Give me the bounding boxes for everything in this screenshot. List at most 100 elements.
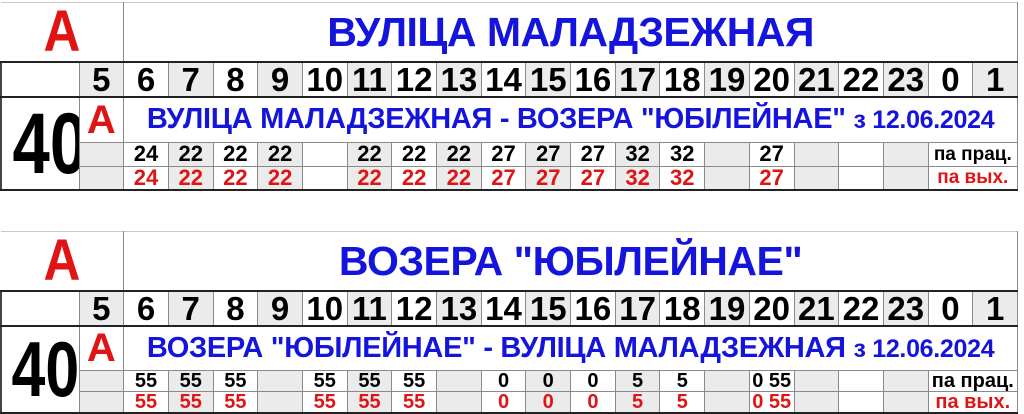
minute-cell: 27 [525,165,572,191]
hour-cell: 7 [167,290,214,327]
hour-cell: 10 [301,61,348,98]
minute-cell: 22 [391,141,437,167]
minute-cell [704,165,750,191]
hour-cell: 12 [391,290,437,327]
hour-cell: 9 [257,290,303,327]
weekend-minutes-row: 24 22 22 22 22 22 22 27 27 27 32 32 27 па вых. [1,165,1019,191]
minute-cell [78,390,125,414]
minute-cell: 22 [257,165,303,191]
minute-cell: 22 [257,141,303,167]
corner-cell [0,61,80,98]
minute-cell [838,390,884,414]
hour-cell: 19 [704,290,750,327]
hour-cell: 5 [78,290,125,327]
minute-cell [704,369,750,392]
minute-cell: 0 [570,369,616,392]
minute-cell [704,141,750,167]
minute-cell [301,165,348,191]
minute-cell [78,165,125,191]
terminus-title: ВУЛІЦА МАЛАДЗЕЖНАЯ [123,2,1018,63]
minute-cell: 24 [123,165,169,191]
minute-cell: 55 [391,369,437,392]
minute-cell: 27 [748,165,795,191]
minute-cell [793,165,840,191]
header-row: А ВУЛІЦА МАЛАДЗЕЖНАЯ [1,2,1018,63]
timetable-jubiliejnaje: А ВОЗЕРА "ЮБІЛЕЙНАЕ" 5 6 7 8 9 10 11 12 13 14 15 16… [0,231,1019,414]
weekends-label-cell: па вых. [927,165,1019,191]
minute-cell: 27 [480,141,527,167]
hour-cell: 0 [927,290,974,327]
hour-cell: 8 [212,61,259,98]
hour-cell: 1 [972,290,1018,327]
minute-cell: 55 [123,369,169,392]
minute-cell: 55 [167,369,214,392]
minute-cell: 22 [167,165,214,191]
hour-cell: 9 [257,61,303,98]
hour-cell: 5 [78,61,125,98]
minute-cell: 0 55 [748,390,795,414]
minute-cell: 32 [659,141,706,167]
minute-cell: 27 [480,165,527,191]
route-letter-badge: А [1,2,125,63]
hour-cell: 8 [212,290,259,327]
hour-cell: 18 [659,290,706,327]
hour-cell: 14 [480,290,527,327]
hour-cell: 18 [659,61,706,98]
hour-cell: 16 [570,61,616,98]
hour-cell: 0 [927,61,974,98]
effective-date: з 12.06.2024 [853,106,995,135]
minute-cell: 55 [212,369,259,392]
minute-cell: 55 [346,390,393,414]
hour-cell: 22 [838,290,884,327]
route-letter-badge: А [1,231,125,292]
direction-title: ВОЗЕРА "ЮБІЛЕЙНАЕ" - ВУЛІЦА МАЛАДЗЕЖНАЯ [146,331,846,364]
route-number-text: 40 [11,326,79,413]
hour-cell: 21 [793,61,840,98]
minute-cell [257,369,303,392]
hour-cell: 6 [123,61,169,98]
minute-cell: 5 [614,369,661,392]
hour-cell: 23 [882,290,929,327]
minute-cell [838,165,884,191]
hour-cell: 13 [436,290,482,327]
terminus-title: ВОЗЕРА "ЮБІЛЕЙНАЕ" [123,231,1018,292]
minute-cell [882,369,929,392]
hour-cell: 1 [972,61,1018,98]
minute-cell: 5 [659,390,706,414]
minute-cell: 27 [570,165,616,191]
minute-cell [882,165,929,191]
minute-cell [78,141,125,167]
hour-cell: 11 [346,61,393,98]
hour-cell: 15 [525,290,572,327]
hour-cell: 13 [436,61,482,98]
minute-cell [793,369,840,392]
hour-cell: 15 [525,61,572,98]
hours-row: 5 6 7 8 9 10 11 12 13 14 15 16 17 18 19 20 21 22 23 0 1 [0,290,1018,327]
minute-cell: 55 [391,390,437,414]
workdays-label-cell: па прац. [927,141,1019,167]
minute-cell [436,390,482,414]
minute-cell: 22 [212,141,259,167]
timetable-maladzezhnaya: А ВУЛІЦА МАЛАДЗЕЖНАЯ 5 6 7 8 9 10 11 12 13 14 15 16… [0,2,1019,191]
hour-cell: 14 [480,61,527,98]
workdays-label-cell: па прац. [927,369,1019,392]
minute-cell: 0 [525,390,572,414]
hour-cell: 23 [882,61,929,98]
minute-cell: 27 [525,141,572,167]
hour-cell: 17 [614,61,661,98]
minute-cell: 0 [525,369,572,392]
weekend-minutes-row: 55 55 55 55 55 55 0 0 0 5 5 0 55 па вых. [1,390,1019,414]
minute-cell: 22 [212,165,259,191]
minute-cell: 32 [659,165,706,191]
minute-cell: 0 55 [748,369,795,392]
route-row: 40 А ВУЛІЦА МАЛАДЗЕЖНАЯ - ВОЗЕРА "ЮБІЛЕЙ… [0,96,1018,191]
route-letter-badge-text: А [43,231,81,291]
hour-cell: 20 [748,61,795,98]
minute-cell [882,390,929,414]
minute-cell: 27 [748,141,795,167]
minute-cell [882,141,929,167]
minute-cell: 5 [659,369,706,392]
workday-minutes-row: 24 22 22 22 22 22 22 27 27 27 32 32 27 па прац. [1,141,1019,167]
hour-cell: 12 [391,61,437,98]
corner-cell [0,290,80,327]
